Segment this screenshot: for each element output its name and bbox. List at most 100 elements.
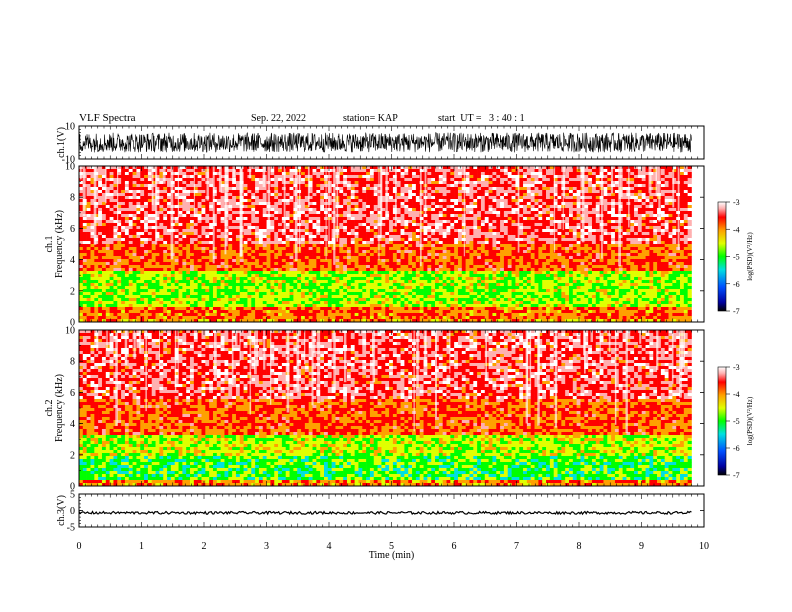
spectrogram-ch1-cell — [301, 169, 306, 173]
spectrogram-ch1-cell — [469, 199, 474, 203]
spectrogram-ch1-cell — [454, 184, 459, 188]
spectrogram-ch1-cell — [113, 211, 118, 215]
spectrogram-ch1-cell — [304, 193, 309, 197]
spectrogram-ch1-cell — [603, 244, 608, 248]
spectrogram-ch1-cell — [358, 202, 363, 206]
spectrogram-ch1-cell — [392, 244, 398, 248]
spectrogram-ch1-cell — [151, 205, 156, 209]
spectrogram-ch1-cell — [653, 241, 658, 245]
spectrogram-ch1-cell — [412, 199, 417, 203]
spectrogram-ch1-cell — [630, 247, 635, 251]
spectrogram-ch1-cell — [339, 172, 344, 176]
spectrogram-ch1-cell — [235, 247, 241, 251]
spectrogram-ch1-cell — [565, 199, 570, 203]
spectrogram-ch1-cell — [327, 241, 332, 245]
spectrogram-ch1-cell — [289, 220, 294, 224]
spectrogram-ch1-cell — [182, 196, 187, 200]
spectrogram-ch1-cell — [415, 175, 421, 179]
spectrogram-ch1-cell — [446, 256, 451, 260]
spectrogram-ch1-cell — [553, 232, 558, 236]
spectrogram-ch1-cell — [178, 184, 183, 188]
spectrogram-ch1-cell — [607, 166, 612, 170]
spectrogram-ch1-cell — [304, 217, 309, 221]
spectrogram-ch1-cell — [683, 193, 688, 197]
spectrogram-ch1-cell — [274, 235, 279, 239]
spectrogram-ch1-cell — [232, 253, 237, 257]
spectrogram-ch1-cell — [117, 259, 122, 263]
spectrogram-ch1-cell — [98, 217, 103, 221]
spectrogram-ch1-cell — [354, 166, 359, 170]
spectrogram-ch1-cell — [140, 178, 145, 182]
spectrogram-ch1-cell — [584, 199, 589, 203]
spectrogram-ch1-cell — [530, 199, 535, 203]
spectrogram-ch1-cell — [113, 190, 118, 194]
spectrogram-ch1-cell — [304, 178, 309, 182]
spectrogram-ch1-cell — [105, 244, 110, 248]
spectrogram-ch1-cell — [442, 193, 447, 197]
spectrogram-ch1-cell — [82, 235, 87, 239]
spectrogram-ch1-cell — [546, 205, 551, 209]
spectrogram-ch1-cell — [542, 244, 547, 248]
spectrogram-ch1-cell — [289, 217, 294, 221]
spectrogram-ch1-cell — [281, 232, 287, 236]
spectrogram-ch1-cell — [591, 244, 597, 248]
spectrogram-ch1-cell — [274, 205, 279, 209]
spectrogram-ch1-cell — [201, 232, 206, 236]
spectrogram-ch1-cell — [362, 232, 367, 236]
spectrogram-ch1-cell — [278, 253, 283, 257]
spectrogram-ch1-cell — [595, 184, 600, 188]
spectrogram-ch1-cell — [538, 202, 543, 206]
spectrogram-ch1-cell — [124, 226, 130, 230]
spectrogram-ch1-cell — [255, 226, 260, 230]
spectrogram-ch1-cell — [186, 229, 191, 233]
spectrogram-ch1-cell — [611, 241, 616, 245]
spectrogram-ch1-cell — [101, 187, 107, 191]
spectrogram-ch1-cell — [438, 187, 443, 191]
spectrogram-ch1-cell — [603, 184, 608, 188]
spectrogram-ch1-cell — [503, 166, 509, 170]
spectrogram-ch1-cell — [572, 187, 577, 191]
spectrogram-ch1-cell — [672, 238, 677, 242]
spectrogram-ch1-cell — [431, 175, 436, 179]
spectrogram-ch1-cell — [82, 253, 87, 257]
spectrogram-ch1-cell — [209, 256, 214, 260]
spectrogram-ch1-cell — [216, 196, 221, 200]
spectrogram-ch1-cell — [419, 169, 424, 173]
spectrogram-ch1-cell — [488, 214, 493, 218]
spectrogram-ch1-cell — [98, 241, 103, 245]
spectrogram-ch1-cell — [634, 211, 639, 215]
spectrogram-ch1-cell — [247, 211, 252, 215]
spectrogram-ch1-cell — [591, 217, 597, 221]
spectrogram-ch1-cell — [526, 211, 532, 215]
spectrogram-ch1-cell — [542, 166, 547, 170]
spectrogram-ch1-cell — [576, 178, 581, 182]
spectrogram-ch1-cell — [668, 250, 673, 254]
spectrogram-ch1-cell — [607, 235, 612, 239]
spectrogram-ch1-cell — [339, 196, 344, 200]
spectrogram-ch1-cell — [637, 223, 643, 227]
spectrogram-ch1-cell — [251, 220, 256, 224]
spectrogram-ch1-cell — [79, 226, 84, 230]
spectrogram-ch1-cell — [124, 175, 130, 179]
spectrogram-ch1-cell — [186, 232, 191, 236]
spectrogram-ch1-cell — [121, 175, 126, 179]
spectrogram-ch1-cell — [442, 235, 447, 239]
spectrogram-ch1-cell — [611, 196, 616, 200]
spectrogram-ch1-cell — [680, 244, 685, 248]
spectrogram-ch1-cell — [438, 205, 443, 209]
spectrogram-ch1-cell — [369, 211, 375, 215]
spectrogram-ch1-cell — [193, 172, 198, 176]
spectrogram-ch1-cell — [201, 178, 206, 182]
spectrogram-ch1-cell — [500, 250, 505, 254]
spectrogram-ch1-cell — [607, 202, 612, 206]
spectrogram-ch1-cell — [454, 229, 459, 233]
spectrogram-ch1-cell — [687, 208, 692, 212]
spectrogram-ch1-cell — [98, 214, 103, 218]
spectrogram-ch1-cell — [98, 253, 103, 257]
spectrogram-ch1-cell — [469, 187, 474, 191]
spectrogram-ch1-cell — [649, 250, 654, 254]
spectrogram-ch1-cell — [147, 190, 153, 194]
spectrogram-ch1-cell — [465, 166, 470, 170]
spectrogram-ch1-cell — [389, 181, 394, 185]
spectrogram-ch1-cell — [534, 250, 539, 254]
